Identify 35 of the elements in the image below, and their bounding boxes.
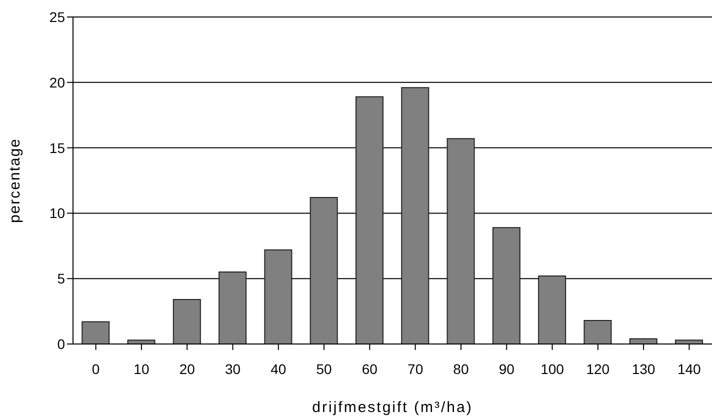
x-tick-label: 120 <box>586 360 610 377</box>
bar <box>264 249 292 344</box>
x-tick-label: 90 <box>498 360 515 377</box>
bar <box>127 340 156 344</box>
bar <box>492 227 520 344</box>
y-tick-label: 20 <box>49 74 66 90</box>
bar <box>401 87 430 344</box>
x-tick-label: 30 <box>224 360 241 377</box>
bar <box>82 321 110 344</box>
x-tick-label: 140 <box>678 360 702 377</box>
x-tick-label: 40 <box>270 360 286 377</box>
x-tick-label: 130 <box>632 360 656 377</box>
bar <box>218 272 247 344</box>
bar <box>172 299 201 344</box>
x-tick-label: 60 <box>362 360 378 377</box>
y-tick-label: 5 <box>57 270 66 287</box>
bar <box>538 275 566 344</box>
bar <box>584 320 612 344</box>
y-axis-title: percentage <box>6 138 24 224</box>
y-tick-label: 10 <box>49 205 66 222</box>
x-tick-label: 0 <box>92 360 100 377</box>
bar <box>355 96 384 344</box>
y-tick-label: 15 <box>49 140 66 156</box>
bar <box>674 340 703 344</box>
x-tick-label: 10 <box>134 360 150 377</box>
y-tick-label: 25 <box>49 8 66 25</box>
x-tick-label: 20 <box>179 360 196 377</box>
y-tick-label: 0 <box>57 336 66 352</box>
x-tick-label: 50 <box>316 360 332 377</box>
x-tick-label: 80 <box>453 360 469 377</box>
bar <box>446 138 475 344</box>
x-tick-label: 70 <box>408 360 424 377</box>
x-axis-title: drijfmestgift (m³/ha) <box>312 399 473 416</box>
x-tick-label: 100 <box>540 360 564 377</box>
bar <box>310 197 338 344</box>
